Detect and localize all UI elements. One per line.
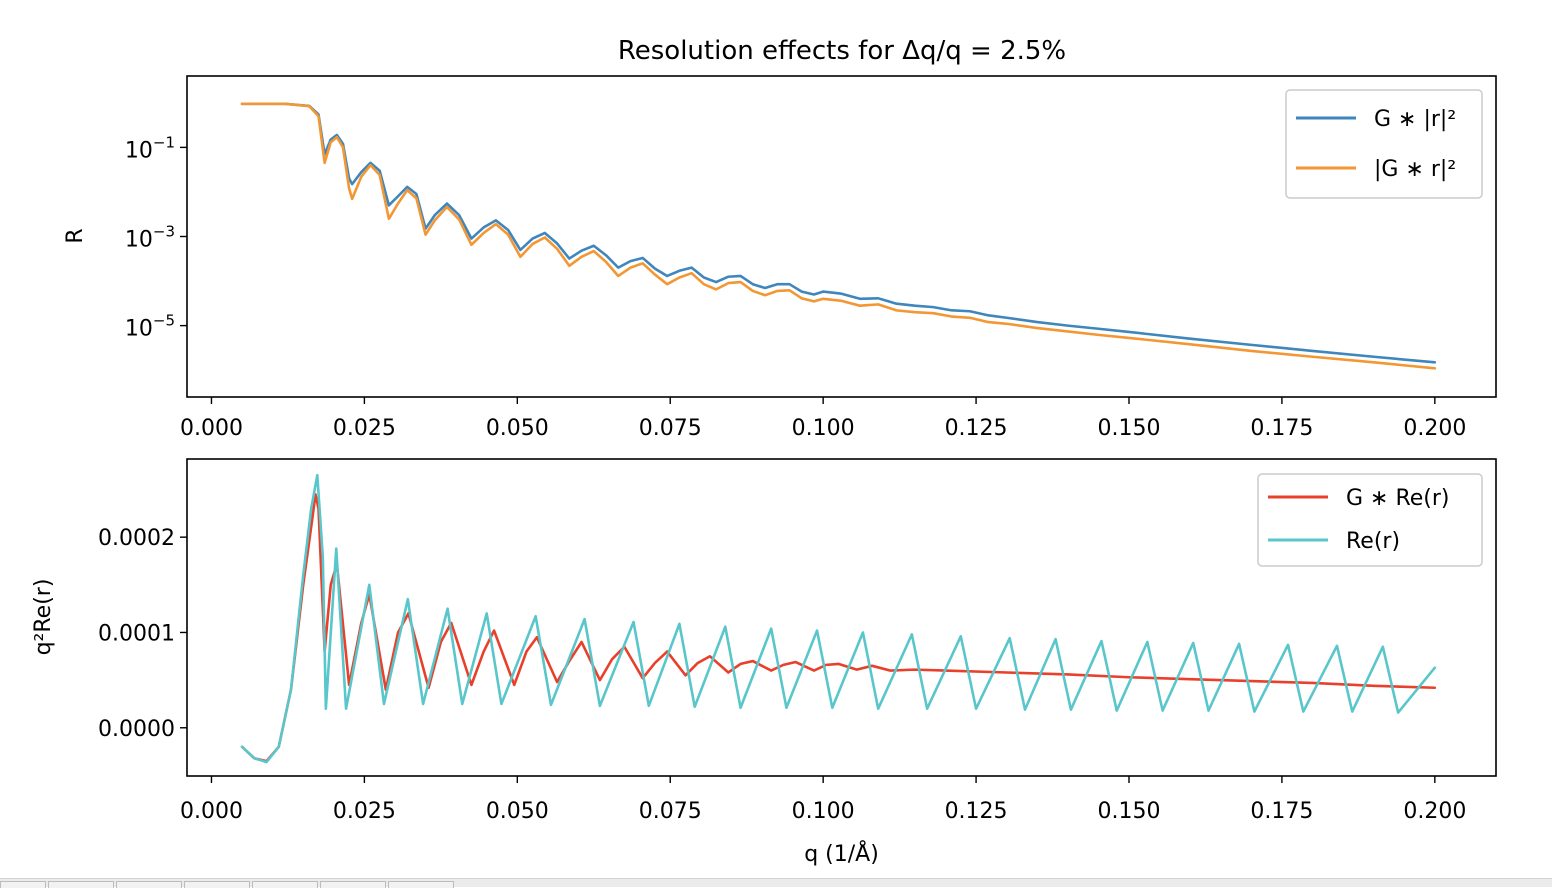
legend-label: G ∗ Re(r) [1346,486,1450,511]
x-tick-label: 0.175 [1250,416,1313,441]
x-tick-label: 0.075 [639,416,702,441]
y-tick-label: 0.0001 [98,621,175,646]
y-tick-label: 10−3 [125,223,175,253]
y-tick-label: 0.0000 [98,717,175,742]
bottom-strip [0,878,1552,888]
x-tick-label: 0.000 [180,799,243,824]
x-axis-label: q (1/Å) [804,840,879,867]
strip-tab[interactable] [184,881,250,888]
strip-tab[interactable] [252,881,318,888]
y-tick-label: 10−5 [125,312,175,342]
strip-tab[interactable] [320,881,386,888]
legend-label: Re(r) [1346,529,1400,554]
x-tick-label: 0.175 [1250,799,1313,824]
series-line-2 [240,102,1437,370]
axes-frame [186,458,1497,777]
x-tick-label: 0.075 [639,799,702,824]
plot-area [240,473,1437,764]
strip-tab[interactable] [48,881,114,888]
x-tick-label: 0.150 [1097,799,1160,824]
x-tick-label: 0.100 [792,416,855,441]
legend: G ∗ Re(r) Re(r) [1257,473,1483,567]
x-tick-label: 0.200 [1403,799,1466,824]
x-tick-label: 0.125 [945,799,1008,824]
x-tick-label: 0.100 [792,799,855,824]
x-tick-label: 0.025 [333,416,396,441]
y-axis-label: q²Re(r) [31,579,56,656]
y-tick-label: 0.0002 [98,526,175,551]
x-tick-label: 0.150 [1097,416,1160,441]
y-tick-label: 10−1 [125,133,175,163]
strip-tab[interactable] [0,881,46,888]
y-axis-label: R [63,228,88,243]
x-tick-label: 0.025 [333,799,396,824]
top-panel: 0.000 0.025 0.050 0.075 0.100 0.125 0.150 0.175… [63,75,1497,441]
legend-label: |G ∗ r|² [1374,157,1456,182]
series-line-2 [240,473,1437,764]
legend: G ∗ |r|² |G ∗ r|² [1285,89,1483,199]
chart-title: Resolution effects for Δq/q = 2.5% [618,36,1066,66]
x-tick-label: 0.125 [945,416,1008,441]
legend-label: G ∗ |r|² [1374,107,1456,132]
x-tick-label: 0.050 [486,416,549,441]
x-tick-label: 0.200 [1403,416,1466,441]
strip-tab[interactable] [388,881,454,888]
strip-tab[interactable] [116,881,182,888]
series-line-1 [240,492,1437,763]
x-tick-label: 0.050 [486,799,549,824]
series-line-1 [240,102,1437,364]
x-tick-label: 0.000 [180,416,243,441]
plot-area [240,102,1437,370]
bottom-panel: 0.000 0.025 0.050 0.075 0.100 0.125 0.150 0.175… [31,458,1497,867]
